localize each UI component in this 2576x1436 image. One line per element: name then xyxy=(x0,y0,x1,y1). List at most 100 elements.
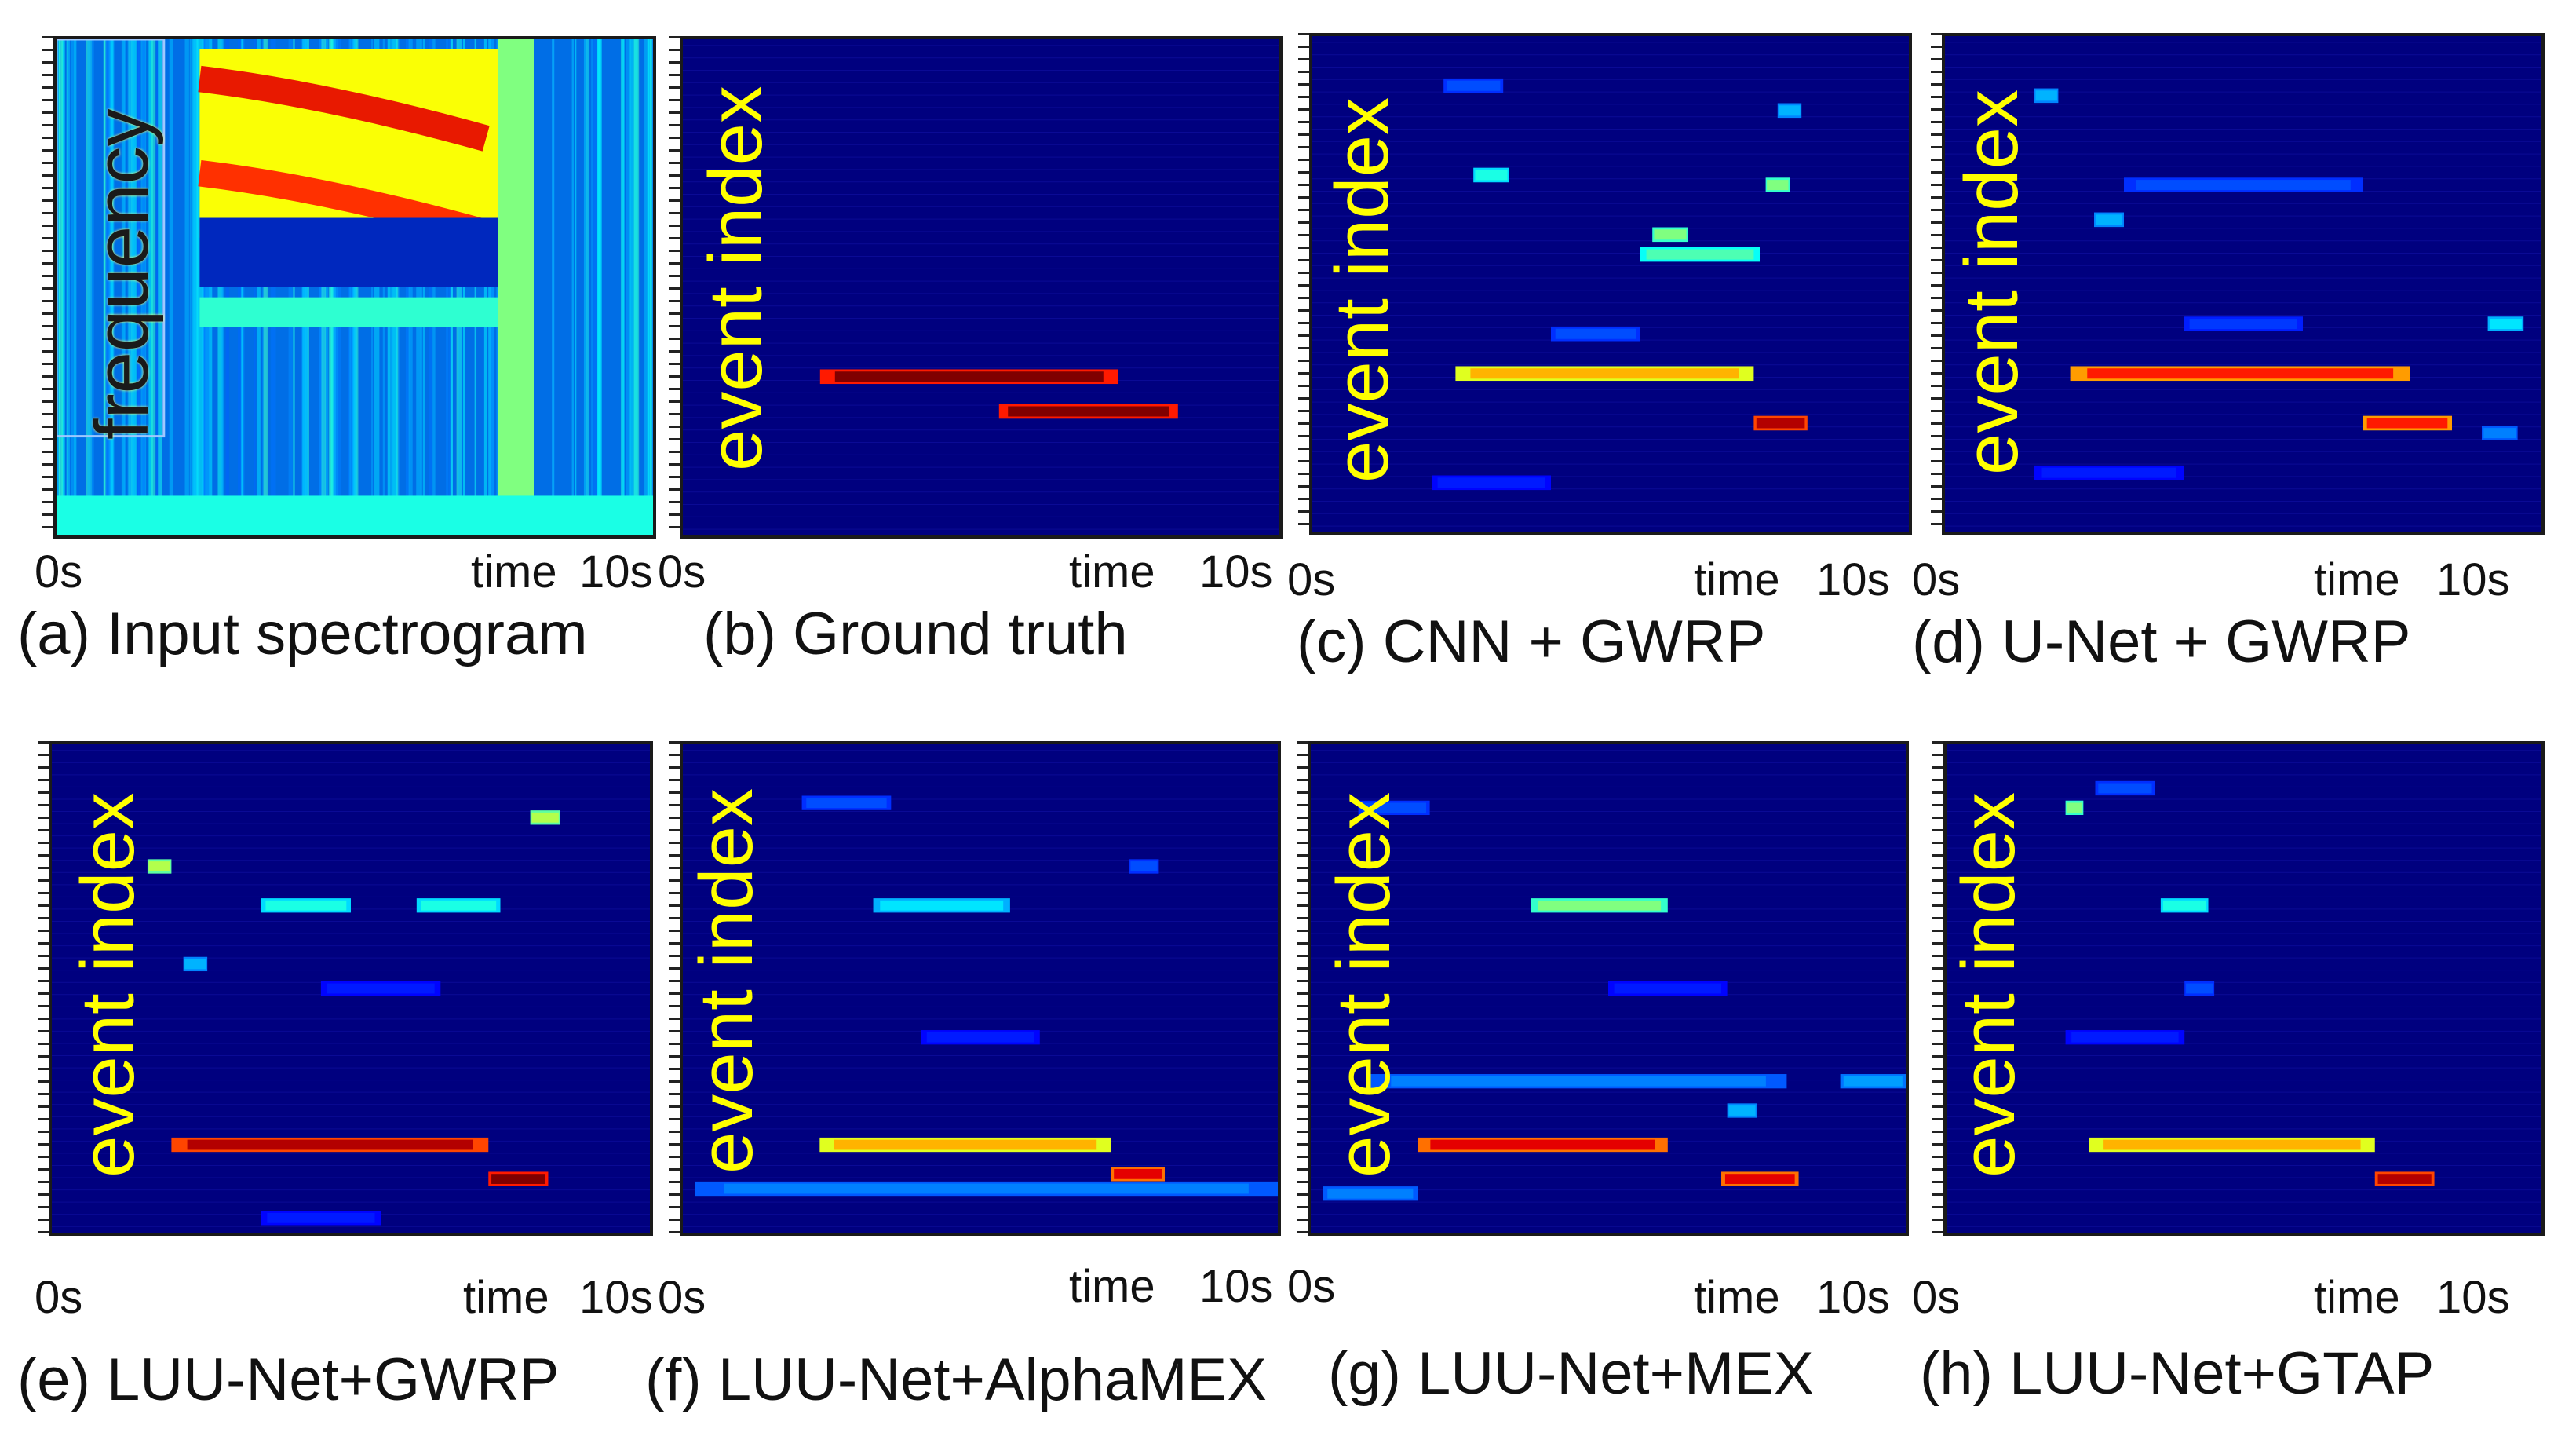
spectrogram-streak xyxy=(71,39,75,535)
spectrogram-streak xyxy=(111,39,114,535)
y-axis-ticks xyxy=(669,741,680,1236)
x-axis-label-time: time xyxy=(1694,1272,1780,1323)
event-bar-4 xyxy=(801,795,892,810)
event-bar-5 xyxy=(1323,1186,1418,1201)
spectrogram-streak xyxy=(622,39,625,535)
event-bar-0 xyxy=(1418,1137,1668,1153)
event-bar-3 xyxy=(1652,227,1688,243)
event-bar-3 xyxy=(1840,1074,1906,1089)
spectrogram-streak xyxy=(90,39,94,535)
x-tick-label-end: 10s xyxy=(579,546,653,597)
subplot-caption: (a) Input spectrogram xyxy=(17,601,588,667)
x-axis-label-time: time xyxy=(471,546,557,597)
event-bar-0 xyxy=(171,1137,489,1153)
y-axis-label: event index xyxy=(1320,97,1404,483)
x-tick-label-end: 10s xyxy=(1816,554,1890,605)
event-bar-2 xyxy=(1370,1074,1787,1089)
event-bar-7 xyxy=(1727,1103,1757,1118)
x-tick-label-start: 0s xyxy=(658,546,706,597)
spectrogram-streak xyxy=(130,39,136,535)
x-tick-label-start: 0s xyxy=(35,546,83,597)
spectrogram-streak xyxy=(121,39,125,535)
event-bar-5 xyxy=(2184,981,2215,996)
event-bar-4 xyxy=(2487,316,2524,331)
spectrogram-streak xyxy=(189,39,192,535)
spectrogram-streak xyxy=(127,39,131,535)
spectrogram-streak xyxy=(651,39,653,535)
event-bar-0 xyxy=(2070,366,2410,382)
event-bar-0 xyxy=(819,1137,1111,1153)
y-axis-ticks xyxy=(1298,33,1309,535)
spectrogram-streak xyxy=(597,39,602,535)
event-bar-2 xyxy=(1640,247,1760,262)
spectrogram-streak xyxy=(136,39,141,535)
event-bar-6 xyxy=(1129,859,1159,874)
spectrogram-streak xyxy=(74,39,77,535)
spectrogram-streak xyxy=(108,39,111,535)
spectrogram-lower-band xyxy=(199,297,498,327)
y-axis-ticks xyxy=(42,36,53,539)
event-bar-1 xyxy=(488,1171,549,1186)
x-tick-label-start: 0s xyxy=(1287,1261,1336,1312)
subplot-caption: (c) CNN + GWRP xyxy=(1297,608,1766,675)
heatmap-svg xyxy=(1947,750,2541,1227)
spectrogram-streak xyxy=(104,39,107,535)
x-tick-label-end: 10s xyxy=(1199,1261,1273,1312)
x-tick-label-end: 10s xyxy=(1199,546,1273,597)
x-tick-label-start: 0s xyxy=(1287,554,1336,605)
event-bar-6 xyxy=(1443,78,1504,93)
event-bar-4 xyxy=(1473,167,1509,183)
spectrogram-streak xyxy=(105,39,108,535)
x-tick-label-start: 0s xyxy=(35,1272,83,1323)
spectrogram-streak xyxy=(184,39,189,535)
spectrogram-harmonic-band xyxy=(198,65,490,152)
event-bar-2 xyxy=(2124,177,2363,192)
event-bar-6 xyxy=(183,956,208,972)
event-bar-1 xyxy=(998,404,1178,419)
event-bar-1 xyxy=(2363,415,2452,431)
spectrogram-transient xyxy=(498,39,534,535)
heatmap-plot xyxy=(1943,741,2545,1236)
event-bar-2 xyxy=(261,898,351,913)
heatmap-svg xyxy=(52,750,650,1227)
heatmap-plot xyxy=(53,36,656,539)
event-bar-8 xyxy=(2034,465,2184,480)
event-bar-8 xyxy=(261,1211,381,1226)
spectrogram-streak xyxy=(197,39,200,535)
subplot-caption: (h) LUU-Net+GTAP xyxy=(1920,1340,2435,1407)
event-bar-2 xyxy=(695,1181,1278,1197)
spectrogram-streak xyxy=(87,39,91,535)
spectrogram-streak xyxy=(158,39,162,535)
spectrogram-streak xyxy=(67,39,71,535)
heatmap-svg xyxy=(1945,42,2541,527)
event-bar-8 xyxy=(1551,326,1640,342)
event-bar-4 xyxy=(1531,898,1668,913)
event-bar-3 xyxy=(873,898,1010,913)
heatmap-plot xyxy=(680,741,1281,1236)
x-tick-label-end: 10s xyxy=(2436,1272,2510,1323)
spectrogram-streak xyxy=(620,39,624,535)
event-bar-6 xyxy=(1358,800,1430,816)
y-axis-ticks xyxy=(669,36,680,539)
heatmap-svg xyxy=(683,45,1279,530)
subplot-caption: (e) LUU-Net+GWRP xyxy=(17,1346,560,1413)
heatmap-svg xyxy=(1311,750,1906,1227)
spectrogram-streak xyxy=(647,39,650,535)
spectrogram-streak xyxy=(591,39,593,535)
event-bar-5 xyxy=(2184,316,2303,331)
event-bar-7 xyxy=(320,981,441,996)
spectrogram-streak xyxy=(583,39,587,535)
event-bar-7 xyxy=(2034,88,2059,104)
subplot-caption: (b) Ground truth xyxy=(703,601,1128,667)
heatmap-plot xyxy=(1308,741,1909,1236)
event-bar-0 xyxy=(1455,366,1754,382)
heatmap-plot xyxy=(1309,33,1912,535)
spectrogram-streak xyxy=(586,39,589,535)
y-axis-label: event index xyxy=(66,791,150,1178)
event-bar-6 xyxy=(2065,1030,2185,1045)
event-bar-3 xyxy=(2094,212,2124,228)
subplot-caption: (g) LUU-Net+MEX xyxy=(1328,1340,1814,1407)
event-bar-9 xyxy=(1432,475,1551,491)
spectrogram-streak xyxy=(195,39,199,535)
event-bar-4 xyxy=(2095,780,2155,796)
